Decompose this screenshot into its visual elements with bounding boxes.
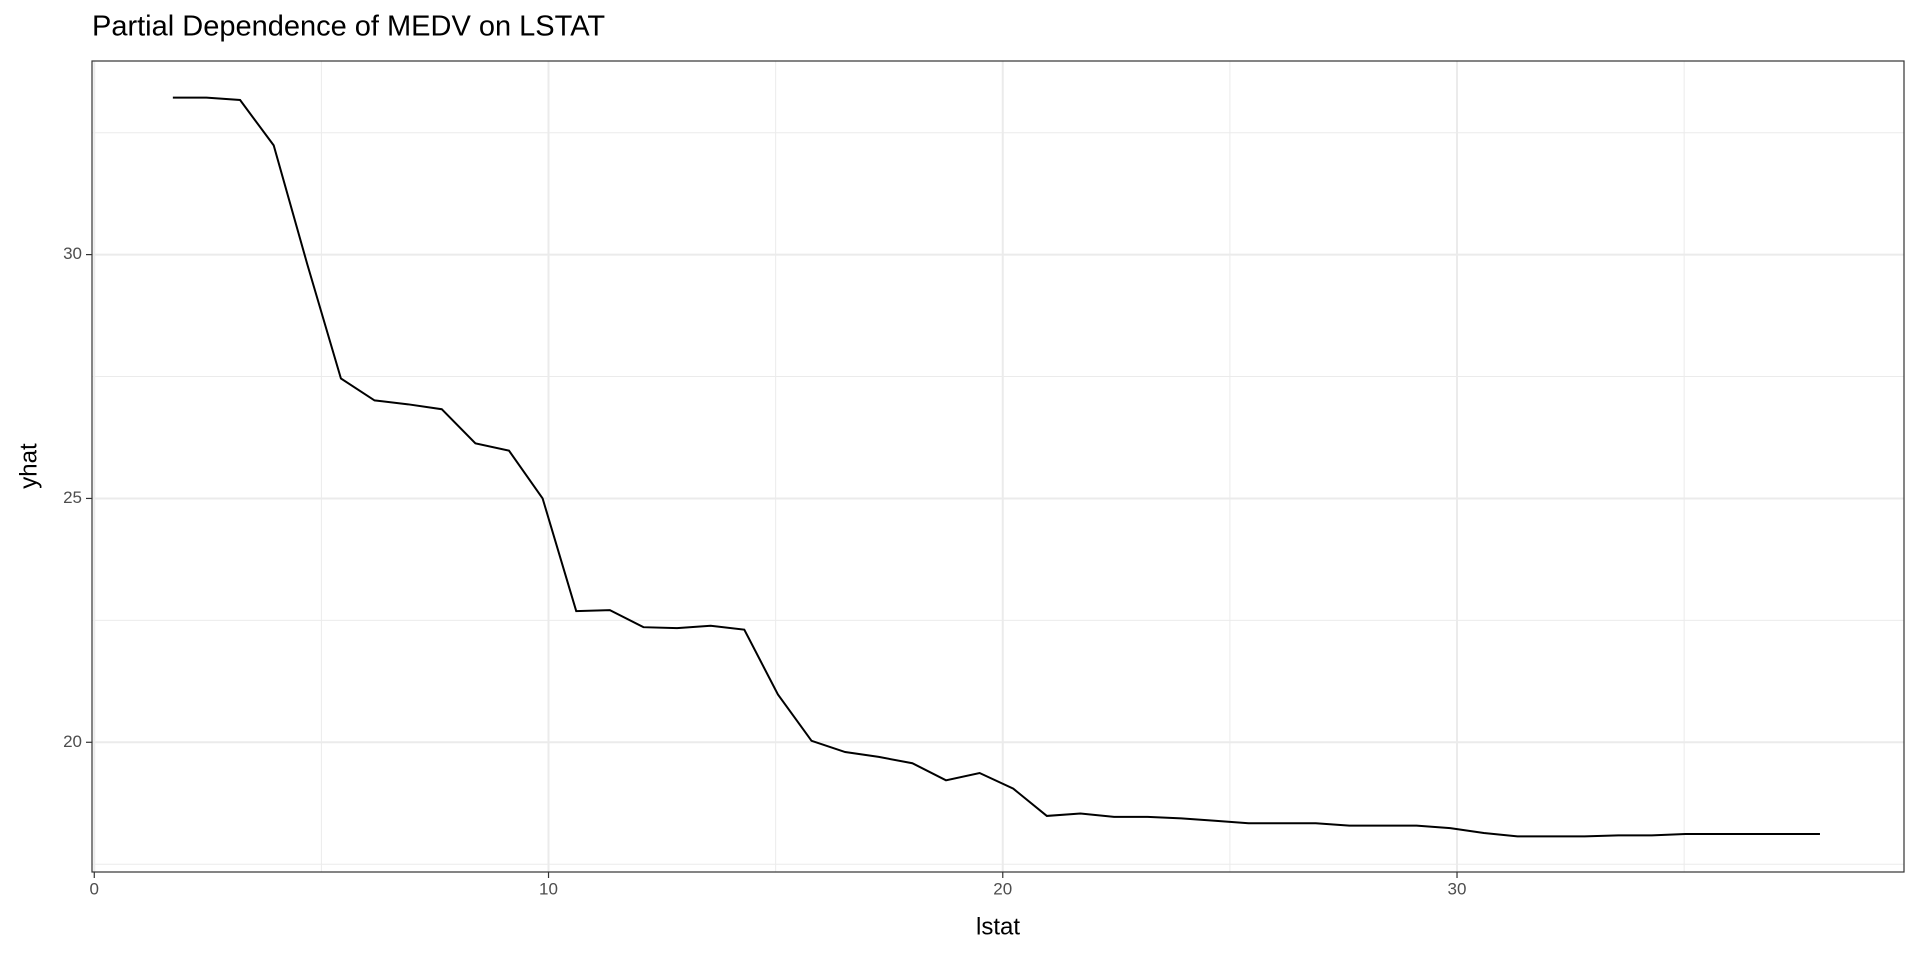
chart-title: Partial Dependence of MEDV on LSTAT xyxy=(92,11,605,43)
x-axis-title: lstat xyxy=(976,913,1020,940)
x-tick-label: 20 xyxy=(993,879,1012,898)
x-tick-label: 10 xyxy=(539,879,558,898)
y-tick-label: 25 xyxy=(63,488,82,507)
x-tick-label: 30 xyxy=(1448,879,1467,898)
y-tick-label: 30 xyxy=(63,244,82,263)
panel-border xyxy=(91,60,1905,873)
y-axis-title: yhat xyxy=(15,443,42,489)
y-tick-label: 20 xyxy=(63,732,82,751)
x-tick-label: 0 xyxy=(90,879,99,898)
line xyxy=(172,96,1820,838)
